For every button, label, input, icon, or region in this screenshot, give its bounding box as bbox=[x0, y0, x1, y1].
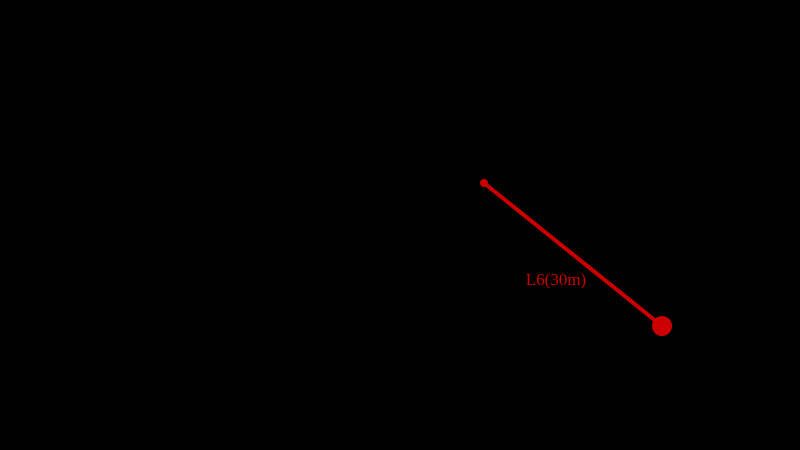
link-label-l6: L6(30m) bbox=[526, 270, 586, 289]
link-line-l6[interactable] bbox=[482, 181, 664, 328]
link-end-node-dot[interactable] bbox=[652, 316, 672, 336]
link-start-node-dot[interactable] bbox=[480, 179, 488, 187]
